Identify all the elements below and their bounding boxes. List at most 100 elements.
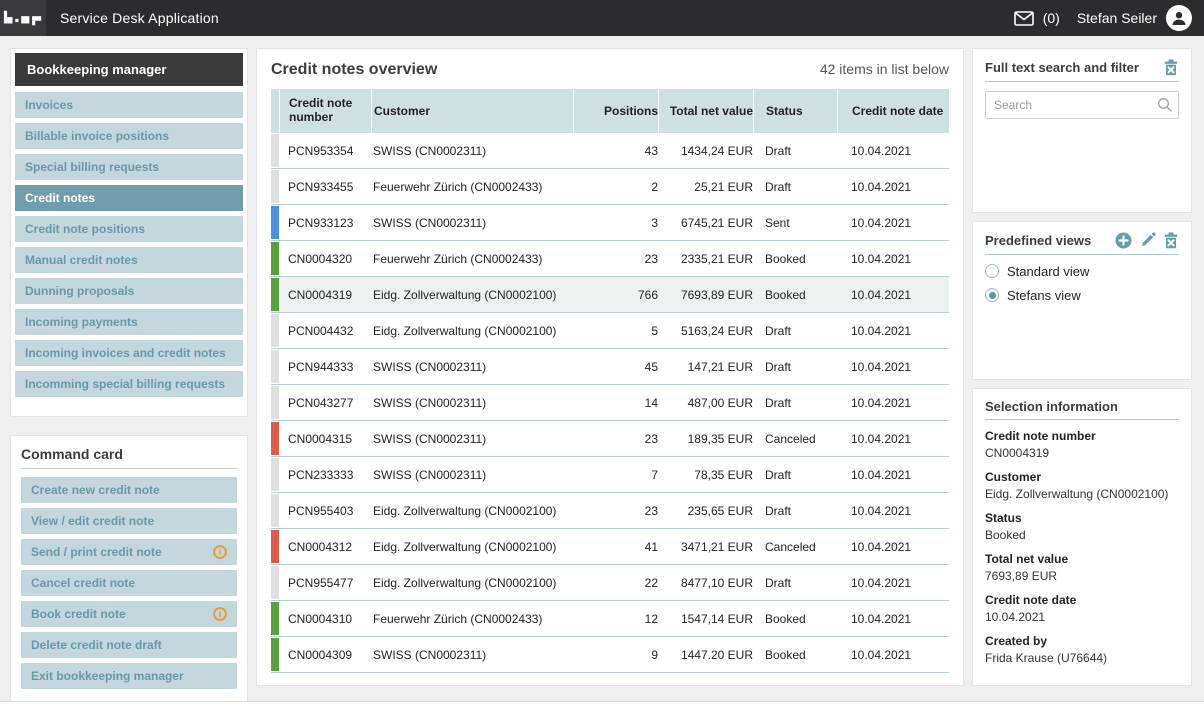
table-row[interactable]: CN0004319 Eidg. Zollverwaltung (CN000210… (271, 277, 949, 313)
radio-button[interactable] (985, 288, 999, 303)
command-button[interactable]: Cancel credit note i (21, 570, 237, 596)
status-bar (271, 494, 279, 527)
sidebar-item[interactable]: Special billing requests (15, 154, 243, 180)
cell-positions: 43 (644, 143, 658, 158)
cell-positions: 14 (644, 395, 658, 410)
table-row[interactable]: PCN043277 SWISS (CN0002311) 14 487,00 EU… (271, 385, 949, 421)
table-row[interactable]: CN0004312 Eidg. Zollverwaltung (CN000210… (271, 529, 949, 565)
status-bar (271, 170, 279, 203)
table-row[interactable]: PCN933123 SWISS (CN0002311) 3 6745,21 EU… (271, 205, 949, 241)
sidebar-item-label: Incoming invoices and credit notes (25, 346, 226, 360)
table-row[interactable]: PCN933455 Feuerwehr Zürich (CN0002433) 2… (271, 169, 949, 205)
sidebar-item[interactable]: Dunning proposals (15, 278, 243, 304)
selection-field-value: CN0004319 (985, 446, 1050, 460)
sidebar-item-label: Invoices (25, 98, 74, 112)
sidebar-item[interactable]: Incomming special billing requests (15, 371, 243, 397)
table-row[interactable]: CN0004309 SWISS (CN0002311) 9 1447.20 EU… (271, 637, 949, 673)
cell-customer: SWISS (CN0002311) (373, 359, 487, 374)
cell-credit-note-number: PCN933455 (288, 179, 354, 194)
status-bar (271, 422, 279, 455)
sidebar-item[interactable]: Billable invoice positions (15, 123, 243, 149)
cell-credit-note-number: PCN944333 (288, 359, 354, 374)
cell-customer: Eidg. Zollverwaltung (CN0002100) (373, 503, 557, 518)
full-text-search-panel: Full text search and filter (972, 48, 1192, 213)
sidebar-item[interactable]: Credit note positions (15, 216, 243, 242)
cell-credit-note-date: 10.04.2021 (851, 323, 912, 338)
edit-view-pencil-icon[interactable] (1139, 232, 1156, 249)
table-row[interactable]: PCN944333 SWISS (CN0002311) 45 147,21 EU… (271, 349, 949, 385)
selection-field: Created by Frida Krause (U76644) (985, 634, 1179, 665)
status-bar (271, 530, 279, 563)
delete-view-trash-icon[interactable] (1163, 232, 1179, 249)
sidebar-item[interactable]: Manual credit notes (15, 247, 243, 273)
command-button[interactable]: Create new credit note i (21, 477, 237, 503)
table-row[interactable]: PCN004432 Eidg. Zollverwaltung (CN000210… (271, 313, 949, 349)
mail-icon[interactable] (1013, 10, 1034, 26)
status-bar (271, 350, 279, 383)
command-button-label: Exit bookkeeping manager (31, 669, 184, 683)
sidebar-item-label: Billable invoice positions (25, 129, 170, 143)
bookkeeping-nav-panel: Bookkeeping manager Invoices Billable in… (10, 48, 248, 417)
command-button[interactable]: Delete credit note draft i (21, 632, 237, 658)
table-row[interactable]: PCN233333 SWISS (CN0002311) 7 78,35 EUR … (271, 457, 949, 493)
command-button[interactable]: Exit bookkeeping manager i (21, 663, 237, 689)
command-button[interactable]: Book credit note i (21, 601, 237, 627)
selection-field-value: 7693,89 EUR (985, 569, 1058, 583)
sidebar-item-label: Credit note positions (25, 222, 145, 236)
view-option[interactable]: Standard view (985, 264, 1179, 279)
selection-field-label: Credit note date (985, 593, 1077, 607)
command-button-label: Create new credit note (31, 483, 160, 497)
status-bar (271, 242, 279, 275)
cell-credit-note-date: 10.04.2021 (851, 431, 912, 446)
command-card-panel: Command card Create new credit note i Vi… (10, 435, 248, 705)
sidebar-item[interactable]: Incoming payments (15, 309, 243, 335)
cell-total-net-value: 2335,21 EUR (680, 251, 753, 266)
selection-field-value: Booked (985, 528, 1026, 542)
search-input[interactable] (985, 91, 1179, 119)
radio-button[interactable] (985, 264, 999, 279)
column-header-credit-note-date[interactable]: Credit note date (837, 89, 949, 133)
column-header-credit-note-number[interactable]: Credit note number (279, 89, 371, 133)
table-row[interactable]: CN0004310 Feuerwehr Zürich (CN0002433) 1… (271, 601, 949, 637)
table-row[interactable]: CN0004320 Feuerwehr Zürich (CN0002433) 2… (271, 241, 949, 277)
page-body: Bookkeeping manager Invoices Billable in… (0, 36, 1204, 705)
cell-total-net-value: 5163,24 EUR (680, 323, 753, 338)
add-view-icon[interactable] (1115, 232, 1132, 249)
sidebar-item-label: Credit notes (25, 191, 96, 205)
cell-status: Draft (765, 503, 792, 518)
sidebar-item[interactable]: Invoices (15, 92, 243, 118)
sidebar-item[interactable]: Incoming invoices and credit notes (15, 340, 243, 366)
table-row[interactable]: PCN953354 SWISS (CN0002311) 43 1434,24 E… (271, 133, 949, 169)
user-avatar-icon[interactable] (1166, 5, 1192, 31)
table-row[interactable]: CN0004315 SWISS (CN0002311) 23 189,35 EU… (271, 421, 949, 457)
column-header-total-net-value[interactable]: Total net value (658, 89, 753, 133)
column-header-positions[interactable]: Positions (573, 89, 658, 133)
cell-total-net-value: 487,00 EUR (687, 395, 753, 410)
table-row[interactable]: PCN955403 Eidg. Zollverwaltung (CN000210… (271, 493, 949, 529)
selection-field-label: Credit note number (985, 429, 1096, 443)
cell-credit-note-date: 10.04.2021 (851, 575, 912, 590)
selection-field: Customer Eidg. Zollverwaltung (CN0002100… (985, 470, 1179, 501)
cell-credit-note-number: PCN004432 (288, 323, 354, 338)
selection-panel-title: Selection information (985, 399, 1118, 414)
view-option[interactable]: Stefans view (985, 288, 1179, 303)
cell-total-net-value: 189,35 EUR (687, 431, 753, 446)
sidebar-item[interactable]: Credit notes (15, 185, 243, 211)
status-bar-header (271, 90, 279, 134)
column-header-customer[interactable]: Customer (371, 89, 573, 133)
status-bar (271, 206, 279, 239)
status-bar (271, 278, 279, 311)
cell-credit-note-number: PCN933123 (288, 215, 354, 230)
cell-total-net-value: 1547,14 EUR (680, 611, 753, 626)
column-header-status[interactable]: Status (753, 89, 837, 133)
topbar: Service Desk Application (0) Stefan Seil… (0, 0, 1204, 36)
command-button[interactable]: Send / print credit note i (21, 539, 237, 565)
selection-field-label: Total net value (985, 552, 1069, 566)
table-row[interactable]: PCN955477 Eidg. Zollverwaltung (CN000210… (271, 565, 949, 601)
clear-filter-trash-icon[interactable] (1163, 59, 1179, 76)
cell-customer: Eidg. Zollverwaltung (CN0002100) (373, 287, 557, 302)
selection-field-label: Created by (985, 634, 1048, 648)
cell-positions: 9 (651, 647, 658, 662)
search-icon (1157, 97, 1173, 113)
command-button[interactable]: View / edit credit note i (21, 508, 237, 534)
